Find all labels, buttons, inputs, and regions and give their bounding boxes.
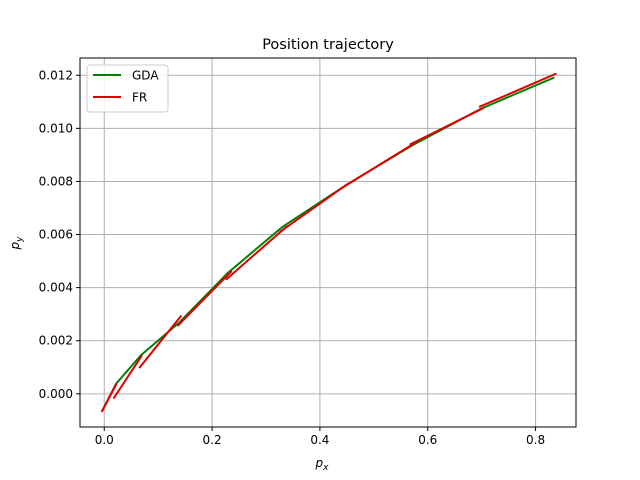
series-fr-segment <box>176 270 233 327</box>
legend-box <box>86 64 169 113</box>
y-tick-label: 0.008 <box>39 174 73 188</box>
series-fr-segment <box>409 107 485 146</box>
y-axis-label: py <box>8 236 25 251</box>
plot-lines <box>100 72 557 413</box>
x-tick-label: 0.2 <box>203 433 222 447</box>
grid <box>80 58 576 427</box>
series-fr-segment <box>138 314 183 369</box>
y-tick-label: 0.004 <box>39 281 73 295</box>
y-tick-label: 0.002 <box>39 334 73 348</box>
x-tick-label: 0.0 <box>95 433 114 447</box>
legend-gda-label: GDA <box>132 69 159 83</box>
chart-title: Position trajectory <box>262 37 394 53</box>
series-fr-segment <box>225 225 288 281</box>
x-axis-label: px <box>315 456 330 473</box>
y-tick-label: 0.010 <box>39 121 73 135</box>
series-fr-segment <box>112 354 143 400</box>
legend-fr-label: FR <box>132 91 147 105</box>
x-tick-label: 0.4 <box>310 433 329 447</box>
axis-ticks: 0.0 0.2 0.4 0.6 0.8 0.000 0.002 0.004 0.006 0.008… <box>39 68 545 447</box>
series-fr-segment <box>100 383 118 413</box>
x-tick-label: 0.8 <box>526 433 545 447</box>
series-fr-segment <box>279 182 349 233</box>
y-tick-label: 0.012 <box>39 68 73 82</box>
series-fr-segment <box>343 142 416 188</box>
series-fr-segment <box>478 72 557 108</box>
y-tick-label: 0.000 <box>39 387 73 401</box>
y-tick-label: 0.006 <box>39 228 73 242</box>
axes-frame <box>79 57 577 428</box>
legend: GDA FR <box>86 64 169 113</box>
x-tick-label: 0.6 <box>418 433 437 447</box>
